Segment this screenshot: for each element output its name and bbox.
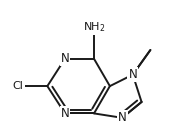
Text: N: N — [61, 52, 69, 65]
Text: N: N — [61, 107, 69, 120]
Text: NH$_2$: NH$_2$ — [83, 20, 105, 34]
Text: N: N — [118, 111, 127, 124]
Text: Cl: Cl — [13, 81, 24, 91]
Text: N: N — [128, 68, 137, 81]
